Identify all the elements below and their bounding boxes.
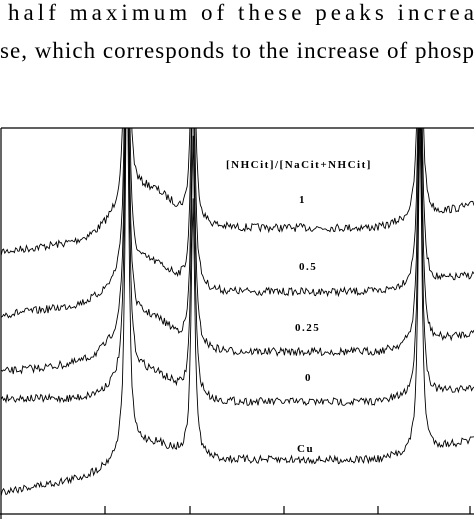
legend-title: [NHCit]/[NaCit+NHCit]: [226, 159, 372, 171]
body-text-line: half maximum of these peaks increa: [8, 0, 474, 25]
pattern-trace: [1, 128, 474, 407]
trace-label: 0.25: [295, 322, 320, 334]
pattern-trace: [1, 128, 474, 319]
pattern-trace: [1, 128, 474, 256]
trace-label: 0.5: [299, 261, 317, 273]
figure-frame: [0, 127, 474, 519]
pattern-trace: [1, 128, 474, 498]
traces: [1, 128, 474, 498]
trace-label: Cu: [297, 443, 314, 455]
trace-label: 1: [299, 194, 306, 206]
pattern-trace: [1, 128, 474, 375]
body-text-line: se, which corresponds to the increase of…: [0, 38, 474, 63]
trace-label: 0: [305, 372, 312, 384]
